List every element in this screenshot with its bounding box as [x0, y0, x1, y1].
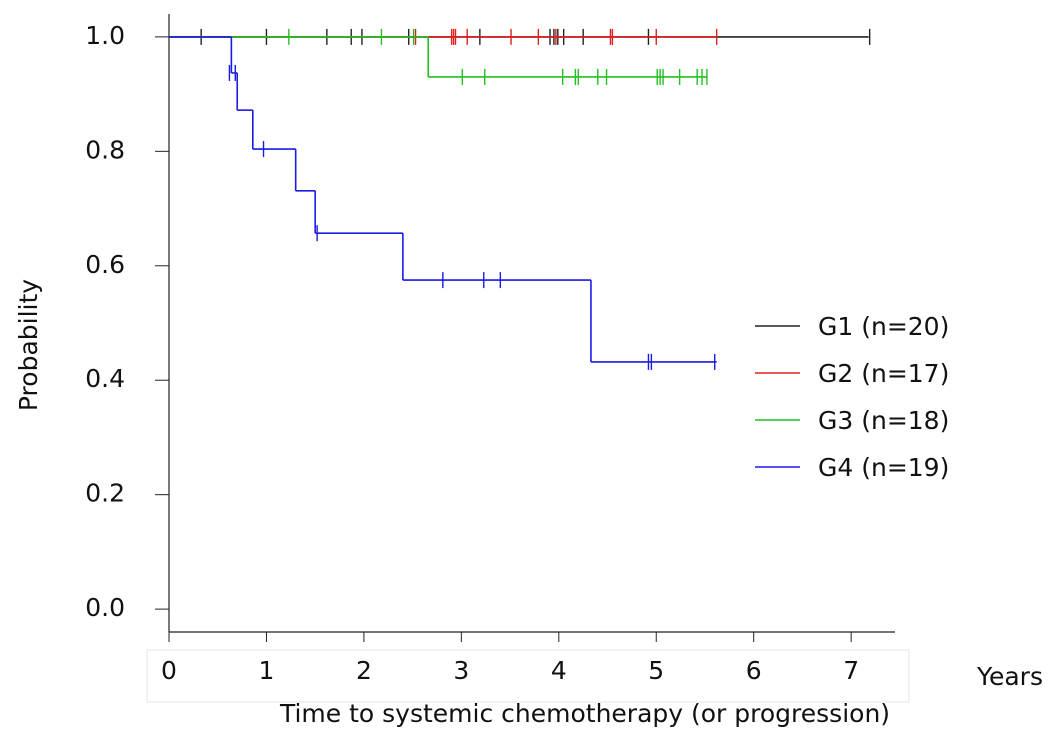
x-tick-label: 0 — [161, 656, 177, 685]
x-tick-label: 4 — [551, 656, 567, 685]
legend-box — [740, 298, 982, 494]
y-tick-label: 0.2 — [85, 479, 125, 508]
y-tick-label: 1.0 — [85, 21, 125, 50]
x-tick-label: 7 — [843, 656, 859, 685]
x-axis-label: Time to systemic chemotherapy (or progre… — [279, 699, 890, 728]
x-unit: Years — [976, 662, 1043, 691]
y-tick-label: 0.4 — [85, 364, 125, 393]
x-tick-label: 3 — [453, 656, 469, 685]
x-tick-label: 5 — [648, 656, 664, 685]
legend-label: G1 (n=20) — [818, 312, 949, 341]
legend-label: G3 (n=18) — [818, 406, 949, 435]
y-tick-label: 0.6 — [85, 250, 125, 279]
x-tick-label: 6 — [746, 656, 762, 685]
legend-label: G2 (n=17) — [818, 359, 949, 388]
x-label-box — [146, 649, 910, 703]
y-axis-label: Probability — [14, 279, 43, 411]
x-tick-label: 2 — [356, 656, 372, 685]
legend-label: G4 (n=19) — [818, 453, 949, 482]
y-tick-label: 0.0 — [85, 593, 125, 622]
y-tick-label: 0.8 — [85, 135, 125, 164]
x-tick-label: 1 — [258, 656, 274, 685]
